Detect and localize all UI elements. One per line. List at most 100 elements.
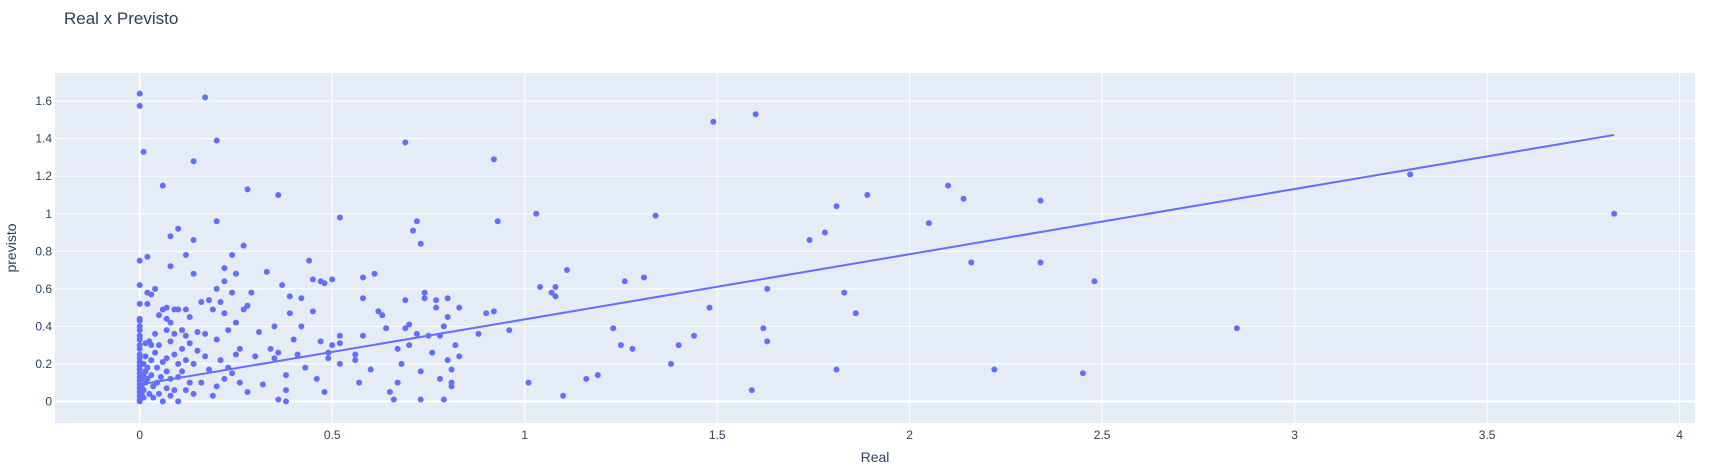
data-point[interactable]	[410, 227, 417, 234]
data-point[interactable]	[163, 304, 170, 311]
data-point[interactable]	[144, 300, 151, 307]
data-point[interactable]	[444, 295, 451, 302]
data-point[interactable]	[537, 283, 544, 290]
data-point[interactable]	[286, 293, 293, 300]
data-point[interactable]	[229, 289, 236, 296]
data-point[interactable]	[421, 295, 428, 302]
data-point[interactable]	[167, 375, 174, 382]
data-point[interactable]	[336, 214, 343, 221]
data-point[interactable]	[321, 280, 328, 287]
data-point[interactable]	[359, 295, 366, 302]
data-point[interactable]	[244, 186, 251, 193]
data-point[interactable]	[1079, 370, 1086, 377]
data-point[interactable]	[136, 327, 143, 334]
data-point[interactable]	[356, 379, 363, 386]
data-point[interactable]	[383, 325, 390, 332]
data-point[interactable]	[136, 257, 143, 264]
data-point[interactable]	[1611, 210, 1618, 217]
data-point[interactable]	[163, 315, 170, 322]
data-point[interactable]	[182, 332, 189, 339]
data-point[interactable]	[140, 148, 147, 155]
data-point[interactable]	[506, 327, 513, 334]
data-point[interactable]	[282, 372, 289, 379]
data-point[interactable]	[136, 282, 143, 289]
data-point[interactable]	[1091, 278, 1098, 285]
data-point[interactable]	[752, 111, 759, 118]
data-point[interactable]	[182, 357, 189, 364]
data-point[interactable]	[163, 327, 170, 334]
data-point[interactable]	[436, 332, 443, 339]
data-point[interactable]	[452, 342, 459, 349]
data-point[interactable]	[229, 370, 236, 377]
data-point[interactable]	[236, 345, 243, 352]
data-point[interactable]	[152, 285, 159, 292]
data-point[interactable]	[610, 325, 617, 332]
data-point[interactable]	[552, 293, 559, 300]
data-point[interactable]	[202, 94, 209, 101]
data-point[interactable]	[271, 355, 278, 362]
data-point[interactable]	[325, 355, 332, 362]
data-point[interactable]	[155, 342, 162, 349]
data-point[interactable]	[444, 357, 451, 364]
data-point[interactable]	[194, 328, 201, 335]
data-point[interactable]	[209, 392, 216, 399]
data-point[interactable]	[263, 268, 270, 275]
data-point[interactable]	[229, 252, 236, 259]
data-point[interactable]	[336, 332, 343, 339]
data-point[interactable]	[179, 368, 186, 375]
data-point[interactable]	[267, 345, 274, 352]
data-point[interactable]	[864, 191, 871, 198]
data-point[interactable]	[213, 285, 220, 292]
data-point[interactable]	[155, 390, 162, 397]
data-point[interactable]	[925, 220, 932, 227]
data-point[interactable]	[433, 297, 440, 304]
data-point[interactable]	[298, 323, 305, 330]
data-point[interactable]	[748, 387, 755, 394]
data-point[interactable]	[194, 347, 201, 354]
data-point[interactable]	[140, 360, 147, 367]
data-point[interactable]	[321, 389, 328, 396]
data-point[interactable]	[398, 360, 405, 367]
data-point[interactable]	[186, 379, 193, 386]
data-point[interactable]	[806, 237, 813, 244]
data-point[interactable]	[148, 372, 155, 379]
data-point[interactable]	[136, 102, 143, 109]
data-point[interactable]	[413, 330, 420, 337]
data-point[interactable]	[163, 368, 170, 375]
data-point[interactable]	[371, 270, 378, 277]
data-point[interactable]	[448, 366, 455, 373]
data-point[interactable]	[171, 387, 178, 394]
data-point[interactable]	[155, 312, 162, 319]
data-point[interactable]	[140, 394, 147, 401]
data-point[interactable]	[136, 90, 143, 97]
data-point[interactable]	[179, 345, 186, 352]
data-point[interactable]	[448, 383, 455, 390]
data-point[interactable]	[456, 304, 463, 311]
data-point[interactable]	[852, 310, 859, 317]
data-point[interactable]	[325, 349, 332, 356]
data-point[interactable]	[425, 332, 432, 339]
data-point[interactable]	[440, 323, 447, 330]
data-point[interactable]	[240, 242, 247, 249]
data-point[interactable]	[190, 270, 197, 277]
data-point[interactable]	[167, 319, 174, 326]
data-point[interactable]	[710, 118, 717, 125]
data-point[interactable]	[367, 366, 374, 373]
data-point[interactable]	[198, 379, 205, 386]
data-point[interactable]	[533, 210, 540, 217]
data-point[interactable]	[352, 357, 359, 364]
data-point[interactable]	[945, 182, 952, 189]
data-point[interactable]	[209, 306, 216, 313]
data-point[interactable]	[182, 252, 189, 259]
data-point[interactable]	[629, 345, 636, 352]
plot-area[interactable]	[55, 73, 1695, 423]
data-point[interactable]	[148, 342, 155, 349]
data-point[interactable]	[691, 332, 698, 339]
data-point[interactable]	[406, 342, 413, 349]
data-point[interactable]	[213, 137, 220, 144]
data-point[interactable]	[144, 253, 151, 260]
data-point[interactable]	[375, 308, 382, 315]
data-point[interactable]	[317, 338, 324, 345]
data-point[interactable]	[406, 321, 413, 328]
data-point[interactable]	[136, 398, 143, 405]
